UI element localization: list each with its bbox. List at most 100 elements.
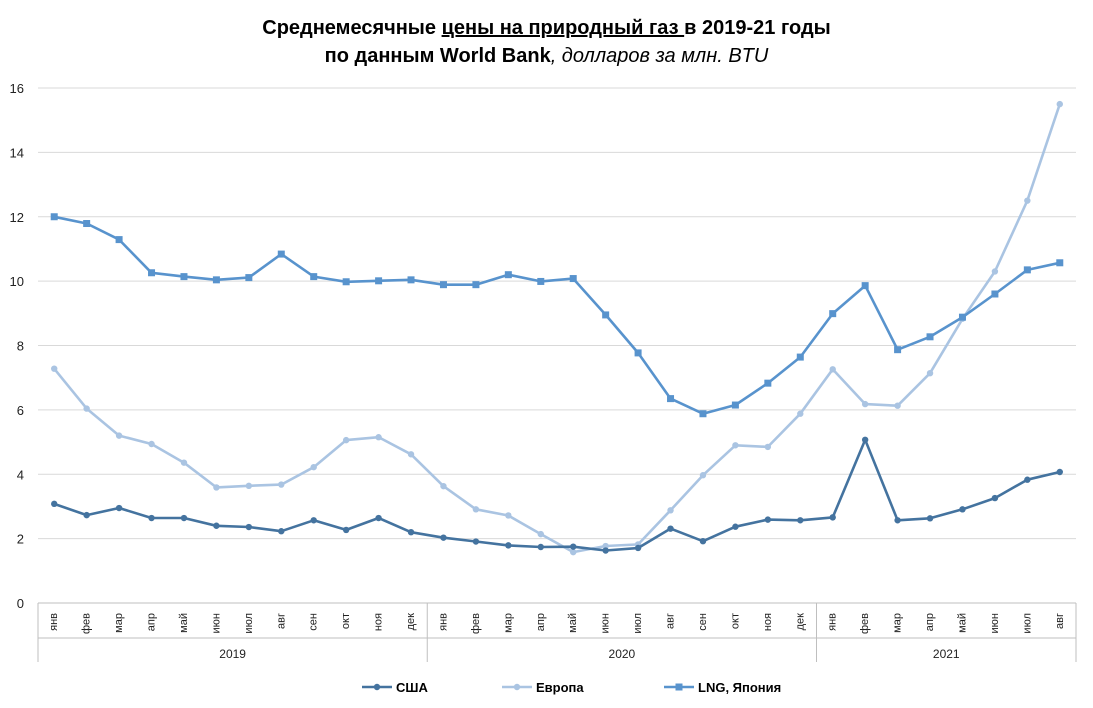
data-point — [926, 369, 934, 377]
data-point — [472, 538, 480, 545]
data-point — [407, 276, 415, 284]
x-month-label: мар — [892, 613, 904, 633]
data-point — [1056, 100, 1063, 108]
data-point — [50, 213, 58, 221]
data-point — [764, 516, 772, 523]
x-month-label: апр — [535, 613, 547, 631]
data-point — [213, 522, 220, 529]
data-point — [894, 346, 902, 354]
data-point — [505, 542, 512, 549]
series-group — [50, 100, 1064, 556]
y-tick-label: 16 — [10, 81, 24, 96]
x-year-label: 2019 — [219, 647, 246, 661]
data-point — [342, 526, 350, 534]
x-month-label: июл — [243, 613, 255, 634]
y-tick-label: 2 — [17, 532, 24, 547]
data-point — [991, 268, 999, 275]
data-point — [861, 282, 869, 290]
data-point — [439, 281, 447, 289]
data-point — [861, 436, 869, 444]
data-point — [764, 443, 772, 451]
y-tick-label: 0 — [17, 596, 24, 611]
x-month-label: июл — [632, 613, 644, 634]
legend: США Европа LNG, Япония — [362, 680, 781, 695]
data-point — [926, 515, 934, 522]
y-tick-label: 8 — [17, 339, 24, 354]
data-point — [180, 459, 188, 466]
data-point — [213, 484, 220, 491]
data-point — [51, 500, 58, 508]
data-point — [115, 236, 123, 244]
x-month-label: апр — [924, 613, 936, 631]
data-point — [991, 290, 999, 298]
data-point — [51, 365, 58, 372]
data-point — [667, 395, 675, 403]
data-point — [375, 514, 382, 522]
data-point — [797, 410, 804, 417]
x-month-label: ноя — [762, 613, 774, 631]
x-month-label: июн — [600, 613, 612, 633]
data-point — [667, 507, 674, 514]
data-point — [148, 269, 156, 277]
legend-label: Европа — [536, 680, 584, 695]
data-point — [991, 494, 999, 502]
x-month-label: дек — [794, 613, 806, 631]
series-line — [52, 102, 1062, 554]
data-point — [83, 220, 91, 228]
x-axis: янв фев мар апр май июн июл авг сен окт ноя дек янв ф… — [37, 602, 1077, 662]
title-text-4: по данным World Bank — [324, 45, 551, 67]
data-point — [829, 310, 837, 318]
series-line — [52, 215, 1062, 416]
x-month-label: ноя — [373, 613, 385, 631]
legend-marker — [675, 683, 683, 691]
data-point — [407, 451, 415, 458]
data-point — [732, 442, 739, 449]
y-tick-label: 10 — [10, 274, 24, 289]
data-point — [602, 311, 610, 319]
data-point — [537, 530, 544, 538]
title-text-2: цены на природный газ — [441, 17, 685, 39]
data-point — [570, 543, 577, 550]
legend-label: США — [396, 680, 428, 695]
data-point — [1024, 197, 1031, 204]
data-point — [1056, 468, 1063, 476]
x-month-label: фев — [470, 613, 482, 634]
data-point — [310, 463, 317, 471]
data-point — [797, 517, 804, 524]
data-point — [278, 481, 285, 488]
data-point — [894, 517, 901, 524]
data-point — [861, 400, 869, 408]
data-point — [764, 379, 772, 387]
x-month-label: май — [956, 613, 968, 633]
x-month-label: апр — [146, 613, 158, 631]
legend-label: LNG, Япония — [698, 680, 781, 695]
x-month-label: фев — [81, 613, 93, 634]
data-point — [796, 353, 804, 361]
data-point — [245, 274, 253, 282]
x-month-label: янв — [48, 613, 60, 631]
data-point — [375, 277, 383, 285]
chart-title: Среднемесячные цены на природный газ в 2… — [0, 14, 1093, 70]
data-point — [342, 278, 350, 286]
legend-marker — [513, 683, 521, 691]
title-text-1: Среднемесячные — [262, 17, 442, 39]
data-point — [829, 514, 836, 521]
data-point — [472, 281, 480, 289]
y-tick-label: 12 — [10, 210, 24, 225]
data-point — [407, 528, 415, 536]
x-month-label: авг — [665, 613, 677, 629]
data-point — [278, 528, 285, 535]
y-tick-label: 6 — [17, 403, 24, 418]
legend-marker — [373, 683, 381, 691]
data-point — [310, 517, 317, 524]
data-point — [732, 523, 739, 530]
data-point — [829, 366, 836, 373]
x-month-label: май — [567, 613, 579, 633]
data-point — [1023, 266, 1031, 274]
data-point — [440, 482, 447, 490]
data-point — [180, 514, 188, 522]
data-point — [180, 273, 188, 281]
x-month-label: авг — [275, 613, 287, 629]
x-month-label: июн — [989, 613, 1001, 633]
